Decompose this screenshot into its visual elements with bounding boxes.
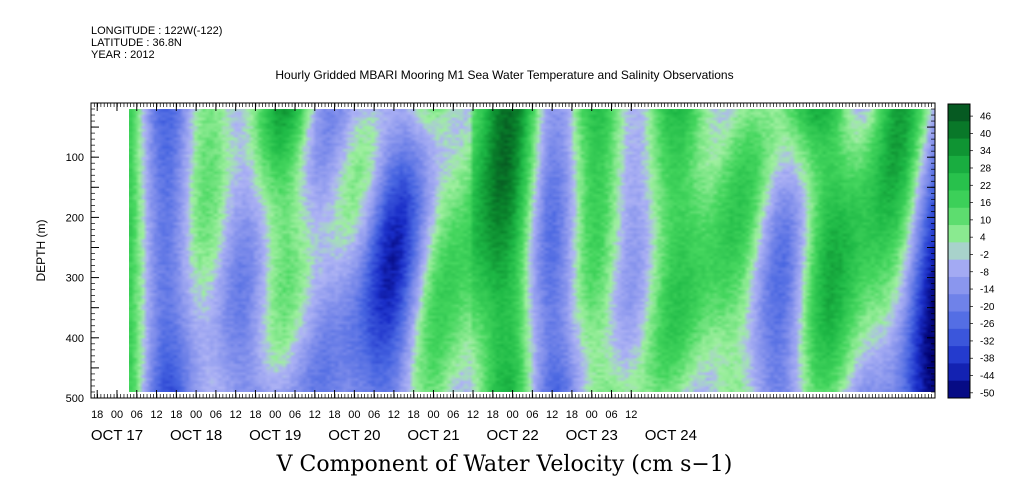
x-hour-label: 18	[408, 409, 420, 421]
x-hour-label: 00	[427, 409, 439, 421]
colorbar-label: 22	[980, 181, 992, 192]
latitude-label: LATITUDE : 36.8N	[91, 37, 182, 49]
y-tick-label: 100	[66, 152, 84, 164]
x-hour-label: 18	[328, 409, 340, 421]
colorbar-segment	[948, 225, 970, 243]
x-hour-label: 06	[447, 409, 459, 421]
x-hour-label: 00	[111, 409, 123, 421]
y-axis-label: DEPTH (m)	[34, 220, 48, 282]
x-day-label: OCT 23	[566, 427, 618, 444]
longitude-label: LONGITUDE : 122W(-122)	[91, 25, 223, 37]
x-hour-label: 12	[309, 409, 321, 421]
y-tick-label: 500	[66, 393, 84, 405]
x-hour-label: 18	[91, 409, 103, 421]
x-hour-label: 06	[526, 409, 538, 421]
x-hour-label: 00	[506, 409, 518, 421]
colorbar-label: 28	[980, 163, 992, 174]
x-day-label: OCT 22	[486, 427, 538, 444]
colorbar-label: -44	[980, 371, 995, 382]
x-hour-label: 00	[348, 409, 360, 421]
colorbar-segment	[948, 138, 970, 157]
x-hour-label: 00	[586, 409, 598, 421]
colorbar-label: -32	[980, 336, 995, 347]
x-hour-label: 00	[269, 409, 281, 421]
y-tick-label: 300	[66, 273, 84, 285]
colorbar-segment	[948, 242, 970, 261]
x-day-label: OCT 17	[91, 427, 143, 444]
x-hour-label: 06	[368, 409, 380, 421]
colorbar-label: 16	[980, 198, 992, 209]
colorbar-segment	[948, 380, 970, 399]
colorbar-segment	[948, 363, 970, 382]
x-day-label: OCT 21	[407, 427, 459, 444]
colorbar-label: 4	[980, 233, 986, 244]
colorbar-label: -14	[980, 285, 995, 296]
heatmap-field	[129, 109, 935, 392]
x-axis-label: V Component of Water Velocity (cm s−1)	[276, 452, 733, 477]
x-hour-label: 12	[467, 409, 479, 421]
colorbar-segment	[948, 311, 970, 330]
colorbar-label: -26	[980, 319, 995, 330]
x-day-label: OCT 18	[170, 427, 222, 444]
colorbar-segment	[948, 346, 970, 364]
x-hour-label: 06	[131, 409, 143, 421]
x-day-label: OCT 19	[249, 427, 301, 444]
x-hour-label: 00	[190, 409, 202, 421]
colorbar-label: -20	[980, 302, 995, 313]
x-hour-label: 18	[249, 409, 261, 421]
year-label: YEAR : 2012	[91, 49, 155, 61]
colorbar-segment	[948, 259, 970, 278]
colorbar-segment	[948, 294, 970, 313]
chart-title: Hourly Gridded MBARI Mooring M1 Sea Wate…	[275, 68, 734, 82]
x-hour-label: 12	[388, 409, 400, 421]
y-tick-label: 400	[66, 333, 84, 345]
x-day-label: OCT 24	[645, 427, 697, 444]
colorbar-segment	[948, 155, 970, 174]
y-tick-label: 200	[66, 212, 84, 224]
colorbar-label: 10	[980, 215, 992, 226]
colorbar-segment	[948, 276, 970, 295]
colorbar-segment	[948, 173, 970, 191]
colorbar-label: -38	[980, 354, 995, 365]
colorbar-segment	[948, 207, 970, 226]
x-hour-label: 18	[170, 409, 182, 421]
x-hour-label: 12	[546, 409, 558, 421]
x-hour-label: 06	[289, 409, 301, 421]
x-hour-label: 18	[487, 409, 499, 421]
colorbar-segment	[948, 190, 970, 209]
x-hour-label: 12	[150, 409, 162, 421]
x-day-label: OCT 20	[328, 427, 380, 444]
x-hour-label: 18	[566, 409, 578, 421]
colorbar-label: 40	[980, 129, 992, 140]
colorbar-label: -50	[980, 388, 995, 399]
x-hour-label: 06	[605, 409, 617, 421]
colorbar-segment	[948, 104, 970, 122]
colorbar-segment	[948, 121, 970, 140]
x-hour-label: 06	[210, 409, 222, 421]
x-hour-label: 12	[230, 409, 242, 421]
colorbar-frame	[947, 103, 971, 399]
colorbar-segment	[948, 328, 970, 347]
colorbar-label: -2	[980, 250, 989, 261]
colorbar-label: -8	[980, 267, 989, 278]
colorbar-label: 46	[980, 112, 992, 123]
x-hour-label: 12	[625, 409, 637, 421]
colorbar-label: 34	[980, 146, 992, 157]
